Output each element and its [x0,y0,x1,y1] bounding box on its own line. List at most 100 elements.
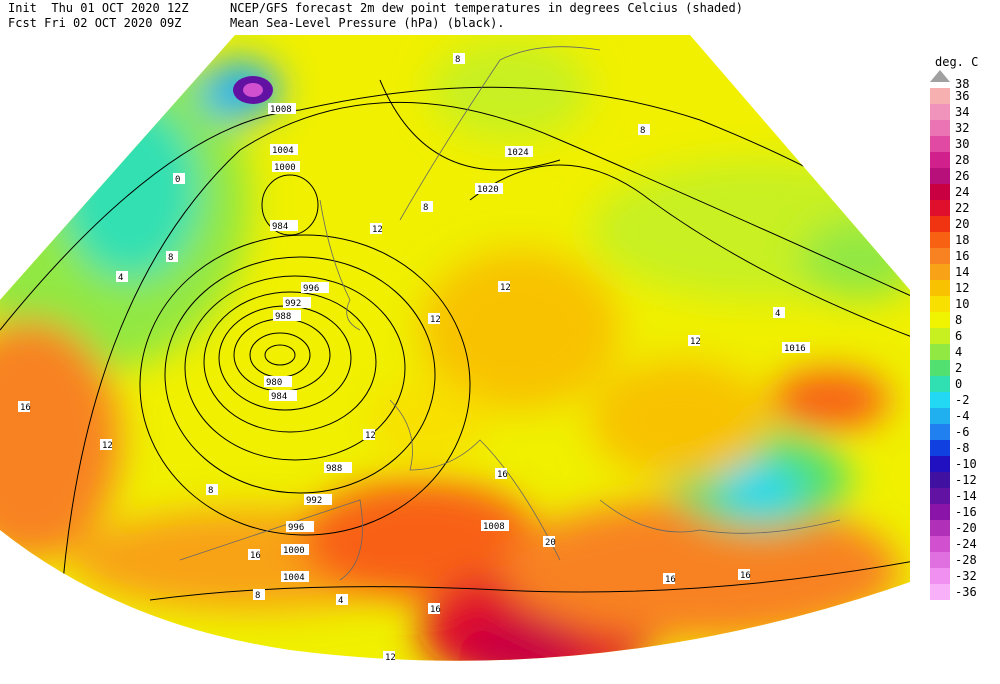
forecast-time: Fcst Fri 02 OCT 2020 09Z [8,16,181,30]
contour-label: 16 [665,575,676,585]
isobar-label: 1024 [507,148,529,158]
contour-label: 16 [20,403,31,413]
legend-label: -12 [955,473,977,487]
contour-label: 12 [365,431,376,441]
legend-swatch [930,232,950,248]
contour-label: 4 [775,309,780,319]
legend-label: 26 [955,169,969,183]
isobar-label: 1020 [477,185,499,195]
legend-swatch [930,424,950,440]
isobar-label-box [273,310,301,321]
isobar-label-box [505,146,533,157]
legend-label: 0 [955,377,962,391]
contour-label-box [18,401,30,412]
contour-label-box [248,549,260,560]
contour-label: 8 [423,203,428,213]
contour-label: 16 [250,551,261,561]
legend-label: -8 [955,441,969,455]
contour-label-box [253,589,265,600]
legend-label: 32 [955,121,969,135]
legend-label: 28 [955,153,969,167]
contour-label-box [738,569,750,580]
contour-label: 12 [385,653,396,663]
isobar-label: 1000 [283,546,305,556]
contour-label: 4 [338,596,343,606]
contour-label: 4 [118,273,123,283]
legend-label: -10 [955,457,977,471]
contour-label: 16 [740,571,751,581]
legend-label: 22 [955,201,969,215]
isobar-label-box [301,282,329,293]
legend-label: -36 [955,585,977,599]
contour-label: 12 [690,337,701,347]
legend-label: 6 [955,329,962,343]
contour-label: 0 [175,175,180,185]
legend-label: 20 [955,217,969,231]
contour-label: 12 [102,441,113,451]
legend-label: -4 [955,409,969,423]
legend-swatch [930,456,950,472]
contour-label-box [336,594,348,605]
contour-label: 8 [208,486,213,496]
isobar-label: 1004 [283,573,305,583]
contour-label-box [773,307,785,318]
legend-swatch [930,520,950,536]
contour-label-box [166,251,178,262]
legend-swatch [930,88,950,104]
legend-label: 2 [955,361,962,375]
init-time: Init Thu 01 OCT 2020 12Z [8,1,189,15]
contour-labels: 8 0 8 4 12 8 12 16 12 16 8 12 16 20 16 16 4 8 12 12 16 12 8 4 [18,53,785,663]
legend-swatch [930,488,950,504]
legend-swatch [930,328,950,344]
legend-label: -16 [955,505,977,519]
legend-label: -14 [955,489,977,503]
legend-swatch [930,216,950,232]
contour-label: 8 [255,591,260,601]
isobar-label-box [270,144,298,155]
contour-label: 8 [455,55,460,65]
isobar-label: 1004 [272,146,294,156]
legend-label: 12 [955,281,969,295]
isobar-label-box [286,521,314,532]
contour-label: 8 [168,253,173,263]
isobar-label-box [475,183,503,194]
isobar-label-box [481,520,509,531]
contour-label-box [100,439,112,450]
contour-label-box [428,603,440,614]
legend-swatch [930,264,950,280]
isobar-label: 984 [272,222,288,232]
legend-swatch [930,392,950,408]
contour-label: 16 [430,605,441,615]
contour-label-box [363,429,375,440]
legend-label: 8 [955,313,962,327]
contour-label-box [638,124,650,135]
legend-swatch [930,168,950,184]
isobar-label: 1008 [483,522,505,532]
legend-swatch [930,536,950,552]
isobar-label-box [281,571,309,582]
legend-swatch [930,312,950,328]
contour-label-box [206,484,218,495]
title: NCEP/GFS forecast 2m dew point temperatu… [230,1,743,15]
isobar-label: 996 [303,284,319,294]
legend-swatch [930,136,950,152]
contour-label-box [453,53,465,64]
contour-label-box [383,651,395,662]
contour-label: 16 [497,470,508,480]
legend-top-arrow [930,70,950,82]
contour-label-box [428,313,440,324]
contour-label: 12 [500,283,511,293]
legend-label: 34 [955,105,969,119]
legend-label: -32 [955,569,977,583]
contour-label-box [421,201,433,212]
contour-label-box [543,536,555,547]
isobar-label-box [269,390,297,401]
isobar-label-box [782,342,810,353]
isobar-label: 992 [285,299,301,309]
legend-top-label: 38 [955,77,969,91]
legend-label: -2 [955,393,969,407]
legend-label: -6 [955,425,969,439]
legend-label: 36 [955,89,969,103]
isobar-label: 1008 [270,105,292,115]
